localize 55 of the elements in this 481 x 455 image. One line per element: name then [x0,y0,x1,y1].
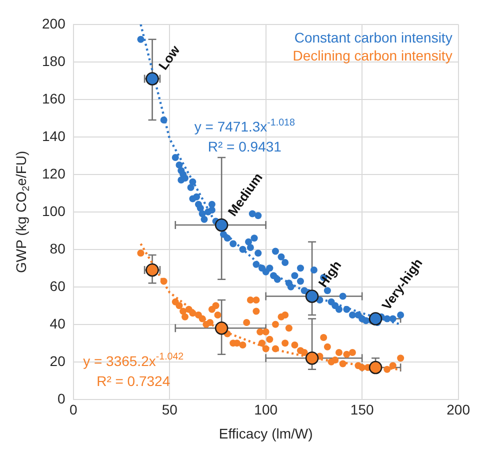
x-tick-label: 0 [69,402,78,418]
point [300,349,308,356]
point [305,290,319,303]
text: Declining carbon intensity [292,47,452,64]
point [137,250,144,257]
point [252,308,260,315]
y-tick-label: 100 [42,202,66,219]
point [176,302,183,310]
annotation: R² = 0.7324 [96,372,170,389]
point [291,342,298,349]
y-tick-label: 140 [42,128,66,144]
y-tick-label: 20 [50,352,66,369]
point [285,324,292,332]
point [324,343,331,350]
x-tick-label: 100 [254,402,278,418]
x-tick-label: 200 [446,402,470,418]
point [368,360,382,374]
y-tick-label: 80 [50,240,66,256]
y-tick-label: 200 [42,15,66,32]
x-tick-label: 50 [162,402,178,418]
point [282,340,289,347]
point [243,319,250,326]
point [397,354,404,362]
point [239,342,246,349]
point [282,312,289,319]
point [214,218,228,232]
y-tick-label: 180 [42,52,66,69]
point [214,312,222,319]
point [368,312,382,326]
y-tick-label: 40 [50,315,66,332]
y-tick-label: 60 [50,278,66,294]
y-axis-title: GWP (kg CO2e/FU) [12,150,32,273]
x-axis-title: Efficacy (lm/W) [218,425,313,442]
point [335,349,342,356]
point [256,328,264,336]
y-tick-label: 0 [58,390,66,406]
point [343,350,350,358]
point [252,296,260,304]
x-tick-label: 150 [350,402,374,418]
annotation: R² = 0.9431 [208,138,282,154]
text: Constant carbon intensity [294,29,452,46]
point [258,340,266,347]
point [348,349,356,356]
point [389,362,396,370]
y-tick-label: 160 [42,90,66,106]
point [272,320,279,328]
point [182,313,188,320]
point [212,302,220,310]
y-tick-label: 120 [42,165,66,182]
point [214,322,228,335]
point [266,336,274,343]
point [320,334,328,342]
point [262,328,270,336]
point [305,352,319,365]
point [246,296,254,304]
